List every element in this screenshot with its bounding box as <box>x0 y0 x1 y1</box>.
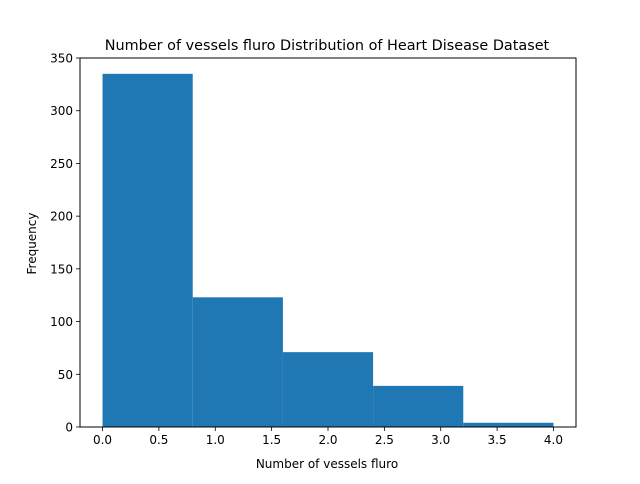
y-tick-label: 150 <box>50 262 73 276</box>
x-axis-ticks: 0.0 0.5 1.0 1.5 2.0 2.5 3.0 3.5 4.0 <box>93 427 563 447</box>
histogram-bar-1 <box>192 297 283 427</box>
x-axis-label: Number of vessels fluro <box>256 457 398 471</box>
histogram-bars <box>102 73 554 428</box>
y-tick-label: 0 <box>65 421 73 435</box>
x-tick-label: 2.0 <box>318 433 337 447</box>
y-tick-label: 300 <box>50 104 73 118</box>
x-tick-label: 0.0 <box>93 433 112 447</box>
x-tick-label: 3.5 <box>488 433 507 447</box>
plot-frame <box>79 57 577 428</box>
y-tick-label: 350 <box>50 52 73 66</box>
x-tick-label: 1.0 <box>206 433 225 447</box>
y-tick-label: 250 <box>50 157 73 171</box>
histogram-bar-4 <box>463 422 554 427</box>
x-tick-label: 3.0 <box>431 433 450 447</box>
x-tick-label: 1.5 <box>262 433 281 447</box>
chart-title: Number of vessels fluro Distribution of … <box>105 38 550 54</box>
y-tick-label: 200 <box>50 210 73 224</box>
histogram-bar-3 <box>373 385 464 427</box>
y-axis-label: Frequency <box>25 213 39 275</box>
histogram-bar-0 <box>102 73 193 428</box>
x-tick-label: 4.0 <box>544 433 563 447</box>
y-tick-label: 50 <box>58 368 73 382</box>
histogram-bar-2 <box>282 352 374 427</box>
y-tick-label: 100 <box>50 315 73 329</box>
x-tick-label: 0.5 <box>149 433 168 447</box>
y-axis-ticks: 0 50 100 150 200 250 300 350 <box>50 52 80 435</box>
x-tick-label: 2.5 <box>375 433 394 447</box>
